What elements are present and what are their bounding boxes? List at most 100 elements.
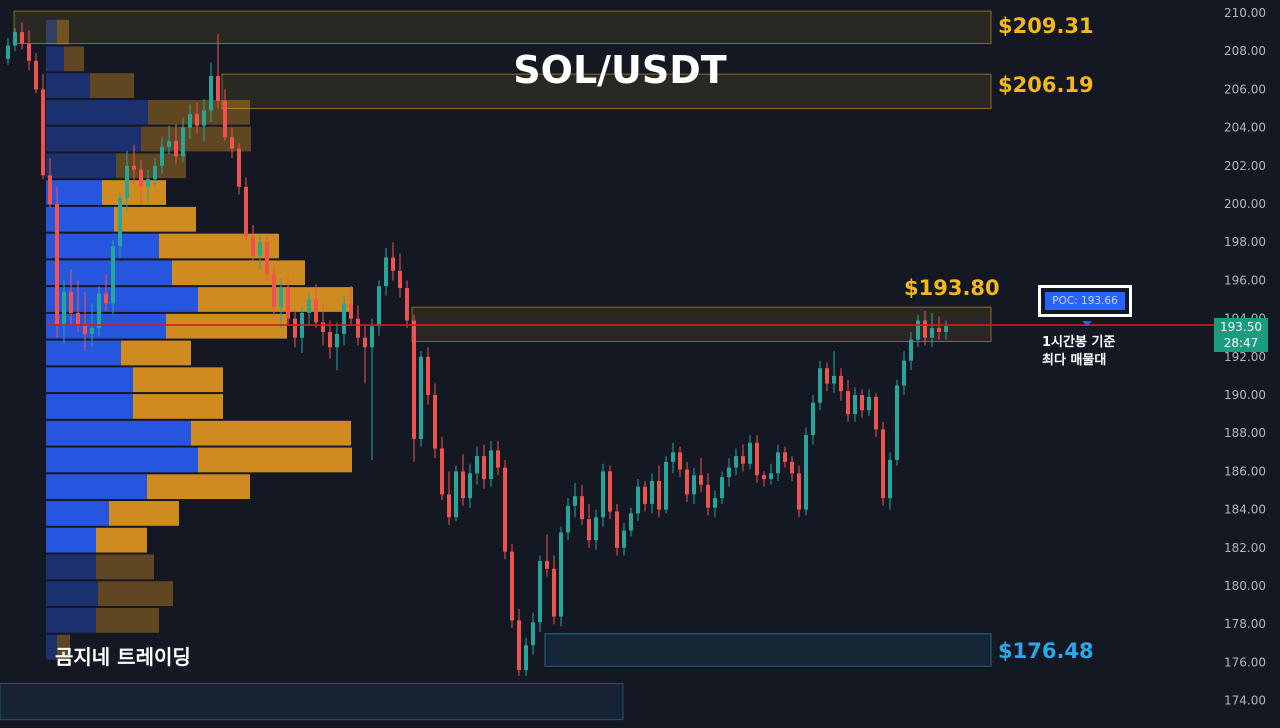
vp-buy-bar xyxy=(46,73,90,98)
candle-body xyxy=(118,198,122,247)
candle-body xyxy=(902,360,906,386)
candle-body xyxy=(930,328,934,338)
candle-body xyxy=(832,375,836,384)
vp-sell-bar xyxy=(57,19,69,45)
candle-body xyxy=(615,511,619,548)
candle-body xyxy=(209,76,213,111)
candle-body xyxy=(664,461,668,510)
y-tick-label: 182.00 xyxy=(1224,541,1266,555)
candle-body xyxy=(69,291,73,313)
candle-body xyxy=(307,299,311,313)
candle-body xyxy=(713,498,717,508)
candle-body xyxy=(804,435,808,510)
candle-body xyxy=(643,486,647,504)
vp-buy-bar xyxy=(46,260,172,286)
candle-body xyxy=(27,43,31,61)
zone-label-209: $209.31 xyxy=(998,14,1094,38)
y-tick-label: 180.00 xyxy=(1224,579,1266,593)
candle-body xyxy=(685,469,689,495)
candle-countdown: 28:47 xyxy=(1223,336,1259,350)
candle-body xyxy=(678,452,682,470)
candle-body xyxy=(97,293,101,329)
candle-body xyxy=(762,475,766,480)
vp-sell-bar xyxy=(121,340,191,366)
y-tick-label: 178.00 xyxy=(1224,617,1266,631)
candle-body xyxy=(538,561,542,623)
vp-buy-bar xyxy=(46,608,96,633)
candle-body xyxy=(244,186,248,237)
candle-body xyxy=(132,165,136,170)
candle-body xyxy=(797,473,801,510)
vp-sell-bar xyxy=(133,367,223,393)
candle-body xyxy=(482,456,486,480)
vp-buy-bar xyxy=(46,474,147,500)
poc-note: 1시간봉 기준 최다 매물대 xyxy=(1042,334,1115,370)
zone-box xyxy=(13,10,992,45)
candle-body xyxy=(461,471,465,499)
y-tick-label: 210.00 xyxy=(1224,6,1266,20)
candle-body xyxy=(125,165,129,199)
y-tick-label: 202.00 xyxy=(1224,159,1266,173)
poc-label: POC: 193.66 xyxy=(1045,292,1125,310)
candle-body xyxy=(356,318,360,338)
candle-body xyxy=(447,494,451,518)
candle-body xyxy=(818,368,822,403)
candle-body xyxy=(944,326,948,332)
candle-body xyxy=(34,60,38,90)
vp-sell-bar xyxy=(166,313,287,339)
vp-buy-bar xyxy=(46,99,148,125)
candle-body xyxy=(489,450,493,480)
candle-body xyxy=(349,303,353,319)
zone-box xyxy=(544,633,992,667)
vp-sell-bar xyxy=(141,126,251,152)
candle-body xyxy=(181,127,185,157)
vp-buy-bar xyxy=(46,287,198,312)
candle-body xyxy=(867,396,871,411)
candle-body xyxy=(377,286,381,327)
vp-sell-bar xyxy=(96,608,159,633)
candle-body xyxy=(314,299,318,323)
candle-body xyxy=(860,395,864,411)
vp-sell-bar xyxy=(96,527,147,553)
y-tick-label: 184.00 xyxy=(1224,503,1266,517)
y-tick-label: 188.00 xyxy=(1224,426,1266,440)
candle-body xyxy=(258,242,262,256)
candle-body xyxy=(566,505,570,533)
candle-body xyxy=(741,456,745,464)
vp-buy-bar xyxy=(46,367,133,393)
candle-body xyxy=(321,322,325,332)
zone-box-low xyxy=(0,682,624,721)
candle-body xyxy=(216,76,220,101)
vp-buy-bar xyxy=(46,394,133,419)
candle-body xyxy=(55,204,59,325)
candle-body xyxy=(671,452,675,462)
vp-sell-bar xyxy=(57,634,70,660)
y-tick-label: 190.00 xyxy=(1224,388,1266,402)
candle-body xyxy=(6,45,10,59)
candle-body xyxy=(650,480,654,504)
candle-body xyxy=(510,551,514,621)
candle-body xyxy=(524,645,528,671)
candle-body xyxy=(202,110,206,126)
y-tick-label: 176.00 xyxy=(1224,655,1266,669)
candle-body xyxy=(937,328,941,332)
y-tick-label: 186.00 xyxy=(1224,464,1266,478)
candle-body xyxy=(433,395,437,449)
candle-body xyxy=(580,496,584,520)
candle-body xyxy=(272,274,276,308)
vp-sell-bar xyxy=(109,501,179,526)
vp-buy-bar xyxy=(46,233,159,259)
candle-body xyxy=(41,89,45,176)
candle-body xyxy=(727,467,731,478)
candle-body xyxy=(755,442,759,476)
candle-body xyxy=(846,391,850,415)
candle-body xyxy=(391,257,395,271)
candle-body xyxy=(48,175,52,204)
zone-label-206: $206.19 xyxy=(998,73,1094,97)
candle-body xyxy=(454,471,458,518)
candle-body xyxy=(552,568,556,617)
candle-body xyxy=(916,320,920,340)
vp-sell-bar xyxy=(172,260,305,286)
vp-buy-bar xyxy=(46,420,191,446)
candle-body xyxy=(734,456,738,468)
